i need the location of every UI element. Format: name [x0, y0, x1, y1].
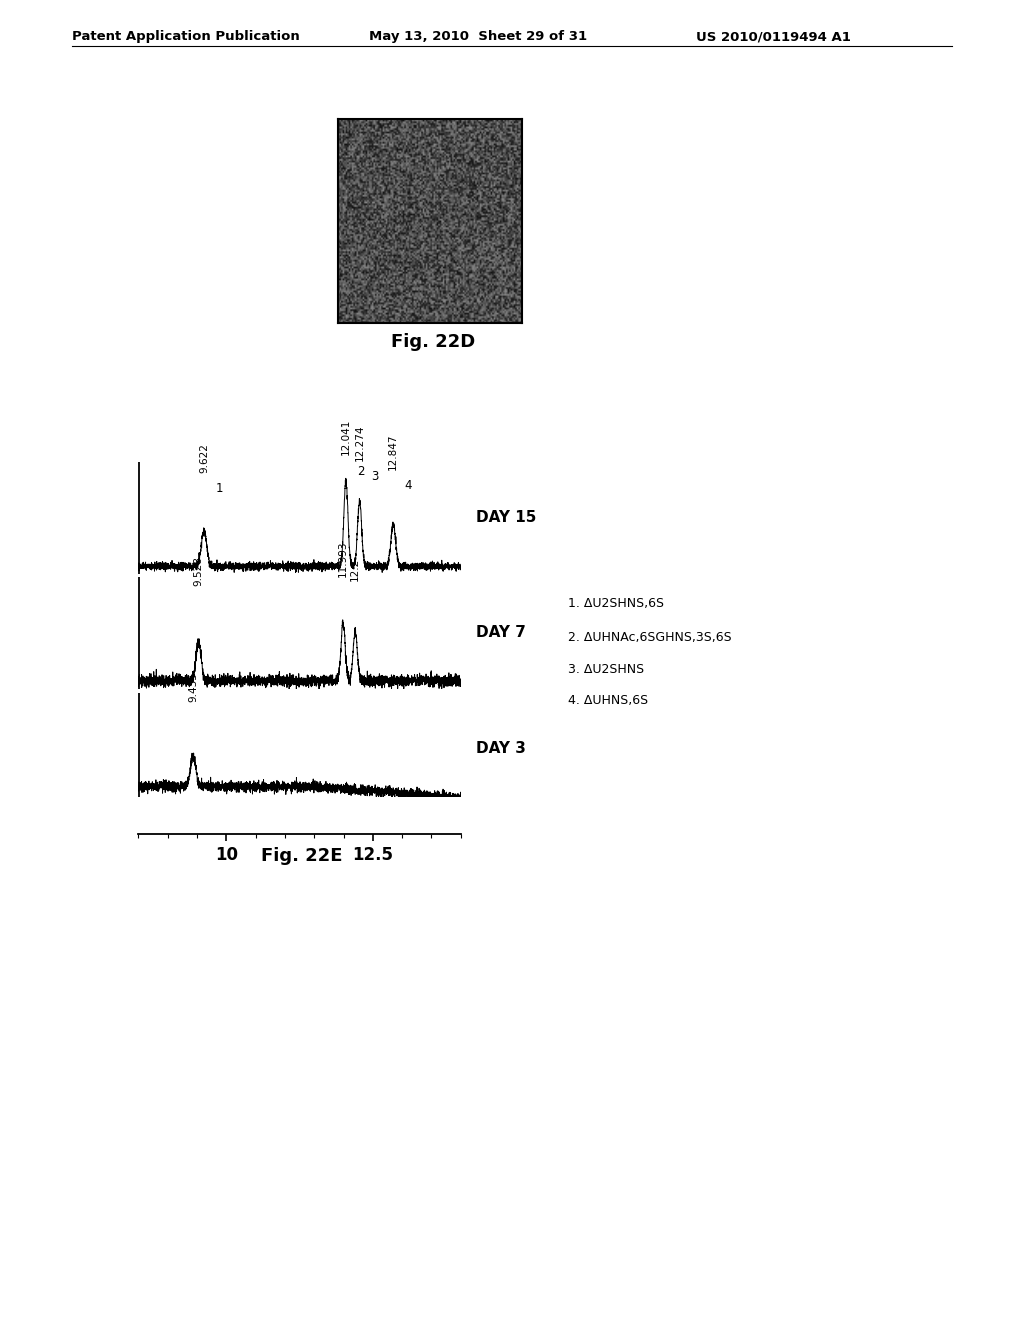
Text: Patent Application Publication: Patent Application Publication	[72, 30, 299, 44]
Text: 11.993: 11.993	[338, 540, 348, 577]
Text: DAY 15: DAY 15	[476, 510, 537, 525]
Text: 12.847: 12.847	[388, 433, 398, 470]
Text: 1: 1	[215, 482, 223, 495]
Text: 9.622: 9.622	[199, 442, 209, 473]
Text: 9.435: 9.435	[188, 672, 198, 702]
Text: 3. ΔU2SHNS: 3. ΔU2SHNS	[568, 663, 644, 676]
Text: 2. ΔUHNAc,6SGHNS,3S,6S: 2. ΔUHNAc,6SGHNS,3S,6S	[568, 631, 732, 644]
Text: 1. ΔU2SHNS,6S: 1. ΔU2SHNS,6S	[568, 597, 665, 610]
Text: 12.2: 12.2	[350, 557, 360, 581]
Text: May 13, 2010  Sheet 29 of 31: May 13, 2010 Sheet 29 of 31	[369, 30, 587, 44]
Text: 4. ΔUHNS,6S: 4. ΔUHNS,6S	[568, 694, 648, 708]
Text: 4: 4	[404, 479, 412, 492]
Text: 9.528: 9.528	[194, 556, 204, 586]
Text: DAY 3: DAY 3	[476, 741, 526, 756]
Text: Fig. 22E: Fig. 22E	[261, 847, 343, 866]
Text: US 2010/0119494 A1: US 2010/0119494 A1	[696, 30, 851, 44]
Text: 3: 3	[371, 470, 378, 483]
Text: 12.041: 12.041	[341, 418, 351, 455]
Text: 2: 2	[357, 465, 365, 478]
Text: 12.274: 12.274	[354, 424, 365, 461]
Text: Fig. 22D: Fig. 22D	[391, 333, 475, 351]
Text: DAY 7: DAY 7	[476, 624, 526, 640]
